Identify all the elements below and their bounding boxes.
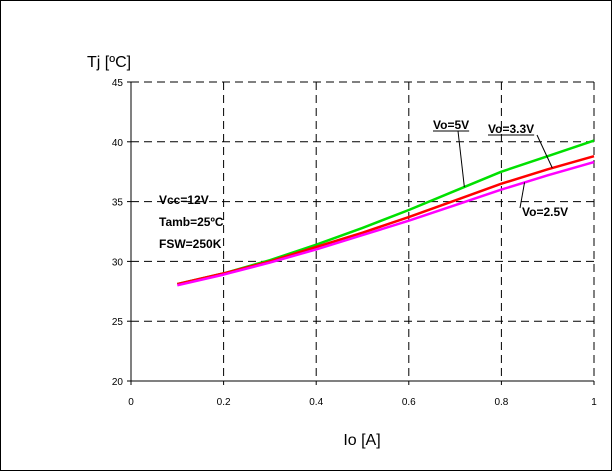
y-axis-title: Tj [ºC] [87, 54, 131, 71]
series-line-3 [177, 160, 595, 287]
y-tick-label: 25 [112, 317, 124, 328]
annotation-leader-1 [457, 130, 465, 188]
x-tick-label: 0.4 [309, 397, 323, 408]
x-tick-label: 0.6 [402, 397, 416, 408]
tick-labels: 20 25 30 35 40 45 0 0.2 0.4 0.6 0.8 1 [112, 78, 597, 408]
condition-tamb: Tamb=25ºC [159, 215, 224, 229]
axes [127, 81, 595, 385]
y-tick-label: 45 [112, 78, 124, 89]
x-tick-label: 0.8 [494, 397, 508, 408]
condition-vcc: Vcc=12V [159, 193, 209, 207]
y-tick-label: 20 [112, 377, 124, 388]
condition-fsw: FSW=250K [159, 237, 222, 251]
annotation-label-1: Vo=5V [433, 118, 469, 132]
annotation-leader-3 [519, 182, 526, 209]
x-tick-label: 0.2 [217, 397, 231, 408]
annotation-leader-2 [536, 134, 553, 169]
annotations: Vo=5V Vo=3.3V Vo=2.5V [433, 118, 568, 219]
series-lines [177, 139, 595, 287]
x-tick-label: 1 [591, 397, 597, 408]
annotation-label-3: Vo=2.5V [522, 205, 568, 219]
x-tick-label: 0 [128, 397, 134, 408]
x-axis-title: Io [A] [343, 432, 380, 449]
y-tick-label: 30 [112, 257, 124, 268]
grid [131, 81, 595, 381]
y-tick-label: 40 [112, 138, 124, 149]
annotation-label-2: Vo=3.3V [488, 122, 534, 136]
y-tick-label: 35 [112, 198, 124, 209]
